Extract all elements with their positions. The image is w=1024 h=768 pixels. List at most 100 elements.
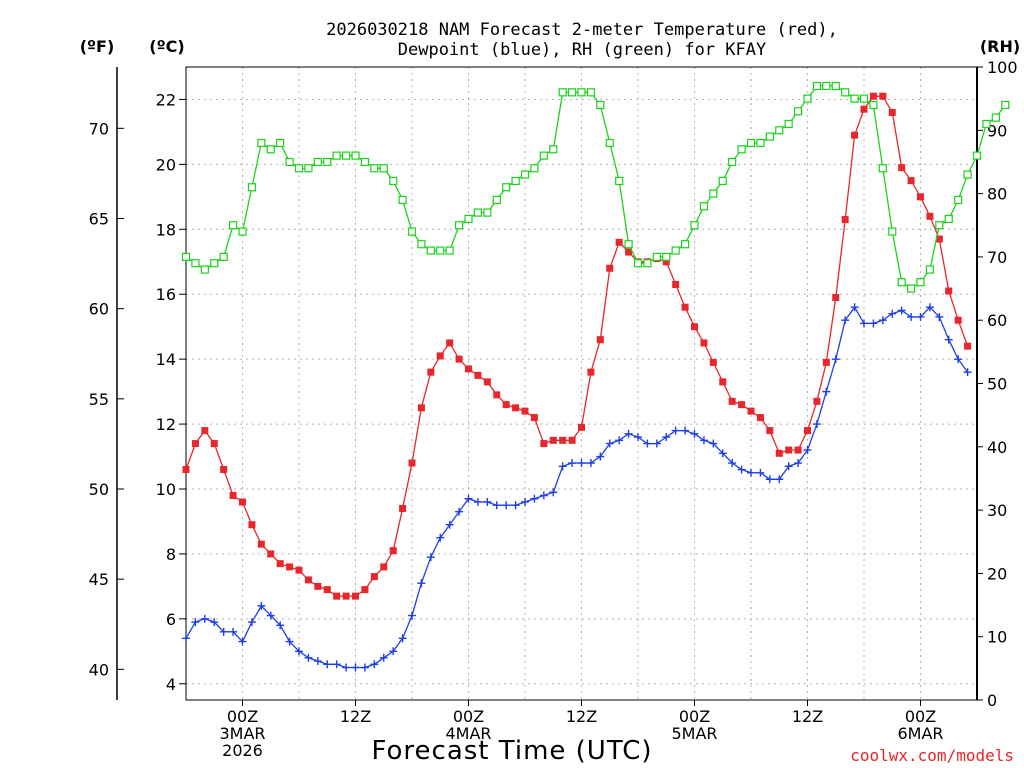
temperature-point bbox=[756, 414, 764, 422]
temperature-point bbox=[389, 547, 397, 555]
rh-point bbox=[822, 81, 831, 91]
x-tick-label: 2026 bbox=[222, 741, 263, 760]
temperature-point bbox=[691, 323, 698, 331]
dewpoint-point bbox=[935, 312, 944, 321]
dewpoint-point bbox=[417, 579, 426, 588]
plot-frame bbox=[185, 66, 978, 701]
temperature-point bbox=[276, 560, 284, 568]
temperature-point bbox=[239, 498, 246, 506]
rh-point bbox=[492, 195, 501, 205]
dewpoint-point bbox=[709, 439, 718, 448]
dewpoint-point bbox=[869, 319, 878, 328]
dewpoint-point bbox=[822, 387, 831, 396]
dewpoint-point bbox=[634, 433, 642, 442]
temperature-point bbox=[436, 352, 444, 360]
rh-point bbox=[257, 138, 266, 148]
rh-point bbox=[662, 252, 671, 261]
temperature-point bbox=[935, 235, 943, 243]
temperature-point bbox=[530, 414, 538, 422]
rh-point bbox=[530, 164, 539, 173]
rh-point bbox=[954, 195, 963, 205]
dewpoint-point bbox=[473, 497, 482, 506]
rh-tick-label: 50 bbox=[987, 375, 1007, 394]
x-tick-label: 5MAR bbox=[671, 724, 717, 743]
temperature-point bbox=[907, 177, 915, 185]
dewpoint-point bbox=[944, 335, 953, 344]
dewpoint-point bbox=[963, 368, 972, 377]
rh-point bbox=[718, 176, 727, 186]
dewpoint-point bbox=[408, 611, 416, 620]
rh-point bbox=[615, 176, 624, 186]
rh-point bbox=[323, 157, 332, 167]
dewpoint-point bbox=[888, 309, 897, 318]
fahrenheit-tick-label: 50 bbox=[89, 480, 109, 499]
temperature-point bbox=[879, 92, 887, 100]
series-dewpoint bbox=[182, 303, 972, 672]
temperature-point bbox=[483, 378, 491, 386]
x-tick-label: 00Z bbox=[679, 707, 710, 726]
rh-point bbox=[935, 221, 944, 230]
celsius-tick-label: 8 bbox=[166, 545, 176, 564]
rh-point bbox=[379, 164, 388, 173]
rh-point bbox=[812, 81, 822, 91]
temperature-point bbox=[578, 423, 585, 431]
rh-tick-label: 40 bbox=[987, 438, 1007, 457]
rh-point bbox=[181, 252, 191, 261]
chart-title-line-1: 2026030218 NAM Forecast 2-meter Temperat… bbox=[326, 20, 838, 40]
dewpoint-point bbox=[803, 446, 812, 455]
temperature-point bbox=[502, 401, 510, 409]
temperature-point bbox=[926, 212, 934, 220]
rh-point bbox=[502, 183, 511, 192]
rh-point bbox=[426, 246, 435, 255]
rh-point bbox=[878, 164, 887, 173]
temperature-point bbox=[191, 440, 199, 448]
dewpoint-point bbox=[379, 653, 388, 662]
temperature-point bbox=[286, 563, 294, 571]
rh-point bbox=[690, 221, 699, 230]
rh-point bbox=[916, 278, 925, 287]
dewpoint-point bbox=[831, 355, 840, 364]
celsius-unit-label: (ºC) bbox=[149, 37, 184, 56]
dewpoint-point bbox=[502, 501, 511, 510]
temperature-point bbox=[794, 446, 802, 454]
celsius-tick-label: 14 bbox=[156, 350, 176, 369]
dewpoint-point bbox=[219, 627, 228, 636]
rh-point bbox=[285, 157, 294, 167]
temperature-point bbox=[606, 264, 614, 272]
dewpoint-point bbox=[925, 303, 934, 312]
temperature-point bbox=[785, 446, 793, 454]
rh-point bbox=[605, 138, 614, 148]
dewpoint-point bbox=[464, 494, 473, 503]
fahrenheit-tick-label: 60 bbox=[89, 300, 109, 319]
rh-tick-label: 60 bbox=[987, 311, 1007, 330]
x-tick-label: 00Z bbox=[227, 707, 258, 726]
rh-point bbox=[944, 214, 953, 224]
rh-point bbox=[841, 88, 850, 97]
dewpoint-point bbox=[492, 501, 501, 510]
celsius-tick-label: 16 bbox=[156, 285, 176, 304]
axes: 4 6 8 10 12 14 16 18 20 22 40 45 50 55 60 65 70 0 10 20 30 40… bbox=[89, 58, 1018, 760]
temperature-point bbox=[314, 582, 322, 590]
rh-point bbox=[247, 183, 257, 192]
dewpoint-point bbox=[182, 634, 190, 643]
dewpoint-point bbox=[784, 462, 793, 471]
celsius-tick-label: 12 bbox=[156, 415, 176, 434]
dewpoint-point bbox=[389, 647, 398, 656]
temperature-point bbox=[201, 427, 209, 435]
dewpoint-point bbox=[568, 459, 577, 468]
temperature-point bbox=[625, 248, 633, 256]
temperature-point bbox=[427, 368, 435, 376]
rh-point bbox=[445, 246, 454, 255]
rh-point bbox=[699, 202, 709, 211]
rh-point bbox=[341, 151, 351, 160]
dewpoint-point bbox=[257, 601, 266, 610]
rh-point bbox=[972, 151, 982, 160]
temperature-point bbox=[229, 491, 237, 499]
dewpoint-point bbox=[436, 533, 445, 542]
rh-point bbox=[228, 221, 238, 230]
temperature-point bbox=[587, 368, 595, 376]
rh-tick-label: 20 bbox=[987, 564, 1007, 583]
rh-point bbox=[567, 88, 577, 97]
x-tick-label: 00Z bbox=[905, 707, 936, 726]
temperature-point bbox=[804, 427, 811, 435]
